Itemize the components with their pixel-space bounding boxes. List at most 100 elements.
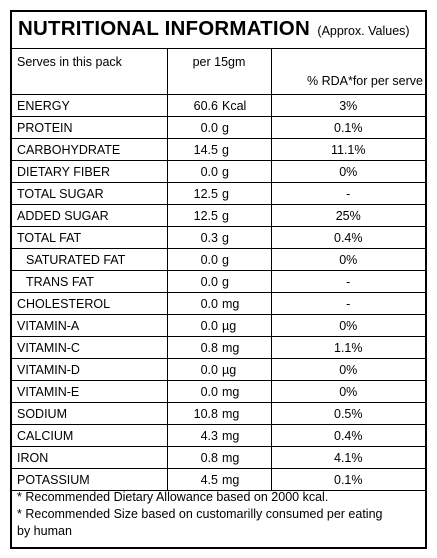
nutrient-name: TRANS FAT: [12, 270, 168, 293]
nutrient-amount: 14.5 g: [166, 138, 272, 161]
table-row: POTASSIUM 4.5 mg 0.1%: [12, 468, 425, 491]
nutrient-rda: 0%: [270, 248, 425, 271]
nutrient-rda: 3%: [270, 94, 425, 117]
nutrient-unit: g: [222, 186, 229, 201]
table-row: VITAMIN-C 0.8 mg 1.1%: [12, 336, 425, 359]
nutrient-value: 0.0: [200, 362, 218, 377]
nutrient-name: TOTAL SUGAR: [12, 182, 168, 205]
table-row: IRON 0.8 mg 4.1%: [12, 446, 425, 469]
table-row: VITAMIN-D 0.0 µg 0%: [12, 358, 425, 381]
footnotes: * Recommended Dietary Allowance based on…: [12, 486, 425, 540]
nutrient-amount: 0.8 mg: [166, 446, 272, 469]
nutrient-name: VITAMIN-D: [12, 358, 168, 381]
nutrient-unit: g: [222, 142, 229, 157]
nutrient-rda: 0.1%: [270, 116, 425, 139]
nutrient-amount: 10.8 mg: [166, 402, 272, 425]
nutrient-name: ADDED SUGAR: [12, 204, 168, 227]
table-row: VITAMIN-A 0.0 µg 0%: [12, 314, 425, 337]
rda-label: % RDA*for per serve: [270, 48, 425, 95]
nutrition-label-panel: NUTRITIONAL INFORMATION (Approx. Values)…: [10, 10, 427, 549]
nutrient-name: VITAMIN-E: [12, 380, 168, 403]
title-bar: NUTRITIONAL INFORMATION (Approx. Values): [18, 16, 410, 44]
nutrient-rda: 0.4%: [270, 226, 425, 249]
nutrient-name: CHOLESTEROL: [12, 292, 168, 315]
nutrient-rda: -: [270, 270, 425, 293]
nutrient-amount: 0.0 g: [166, 116, 272, 139]
nutrient-value: 0.8: [200, 340, 218, 355]
nutrient-value: 0.0: [200, 164, 218, 179]
nutrient-amount: 0.0 mg: [166, 380, 272, 403]
per-serving-label: per 15gm: [166, 48, 272, 95]
table-row: CALCIUM 4.3 mg 0.4%: [12, 424, 425, 447]
nutrient-rda: 0.4%: [270, 424, 425, 447]
nutrient-amount: 0.3 g: [166, 226, 272, 249]
nutrient-name: VITAMIN-C: [12, 336, 168, 359]
nutrient-amount: 0.0 µg: [166, 358, 272, 381]
nutrient-value: 0.0: [200, 252, 218, 267]
nutrient-name: DIETARY FIBER: [12, 160, 168, 183]
nutrient-value: 60.6: [193, 98, 218, 113]
table-row: PROTEIN 0.0 g 0.1%: [12, 116, 425, 139]
nutrient-value: 0.0: [200, 274, 218, 289]
nutrient-value: 0.0: [200, 120, 218, 135]
nutrient-value: 12.5: [193, 186, 218, 201]
nutrient-rda: 0.1%: [270, 468, 425, 491]
nutrient-name: ENERGY: [12, 94, 168, 117]
nutrient-value: 0.0: [200, 318, 218, 333]
nutrient-unit: g: [222, 120, 229, 135]
nutrient-rda: 1.1%: [270, 336, 425, 359]
nutrient-rda: -: [270, 292, 425, 315]
nutrient-unit: mg: [222, 428, 240, 443]
nutrient-unit: g: [222, 230, 229, 245]
table-row: SATURATED FAT 0.0 g 0%: [12, 248, 425, 271]
nutrient-value: 0.0: [200, 296, 218, 311]
nutrient-amount: 0.0 g: [166, 270, 272, 293]
nutrient-value: 0.3: [200, 230, 218, 245]
nutrient-amount: 0.0 µg: [166, 314, 272, 337]
nutrient-value: 0.8: [200, 450, 218, 465]
nutrient-amount: 12.5 g: [166, 182, 272, 205]
nutrient-value: 4.3: [200, 428, 218, 443]
nutrient-name: CARBOHYDRATE: [12, 138, 168, 161]
nutrient-value: 0.0: [200, 384, 218, 399]
table-row: CARBOHYDRATE 14.5 g 11.1%: [12, 138, 425, 161]
footnote-rda: * Recommended Dietary Allowance based on…: [17, 490, 329, 504]
nutrient-rda: 0.5%: [270, 402, 425, 425]
table-row: ADDED SUGAR 12.5 g 25%: [12, 204, 425, 227]
nutrient-name: IRON: [12, 446, 168, 469]
table-header-row: Serves in this pack per 15gm % RDA*for p…: [12, 48, 425, 95]
nutrient-unit: mg: [222, 406, 240, 421]
nutrient-rda: 11.1%: [270, 138, 425, 161]
nutrient-value: 12.5: [193, 208, 218, 223]
nutrient-unit: mg: [222, 296, 240, 311]
nutrition-table: Serves in this pack per 15gm % RDA*for p…: [12, 48, 425, 491]
serves-label: Serves in this pack: [12, 48, 168, 95]
nutrient-rda: 0%: [270, 358, 425, 381]
nutrient-unit: g: [222, 252, 229, 267]
nutrient-rda: 4.1%: [270, 446, 425, 469]
nutrient-amount: 4.5 mg: [166, 468, 272, 491]
nutrient-value: 14.5: [193, 142, 218, 157]
table-row: DIETARY FIBER 0.0 g 0%: [12, 160, 425, 183]
nutrient-amount: 12.5 g: [166, 204, 272, 227]
nutrient-name: CALCIUM: [12, 424, 168, 447]
nutrient-unit: g: [222, 274, 229, 289]
nutrient-unit: mg: [222, 472, 240, 487]
nutrient-amount: 0.0 mg: [166, 292, 272, 315]
nutrient-unit: g: [222, 164, 229, 179]
footnote-size: * Recommended Size based on customarilly…: [17, 507, 383, 521]
nutrient-rda: 0%: [270, 380, 425, 403]
nutrient-value: 4.5: [200, 472, 218, 487]
page-title: NUTRITIONAL INFORMATION: [18, 17, 310, 40]
table-row: ENERGY 60.6 Kcal 3%: [12, 94, 425, 117]
footnote-size-cont: by human: [17, 524, 72, 538]
nutrient-unit: g: [222, 208, 229, 223]
table-row: CHOLESTEROL 0.0 mg -: [12, 292, 425, 315]
nutrient-unit: mg: [222, 450, 240, 465]
table-row: TRANS FAT 0.0 g -: [12, 270, 425, 293]
nutrient-rda: 25%: [270, 204, 425, 227]
nutrient-amount: 0.0 g: [166, 248, 272, 271]
title-note: (Approx. Values): [317, 24, 410, 38]
table-row: VITAMIN-E 0.0 mg 0%: [12, 380, 425, 403]
nutrient-unit: µg: [222, 318, 237, 333]
